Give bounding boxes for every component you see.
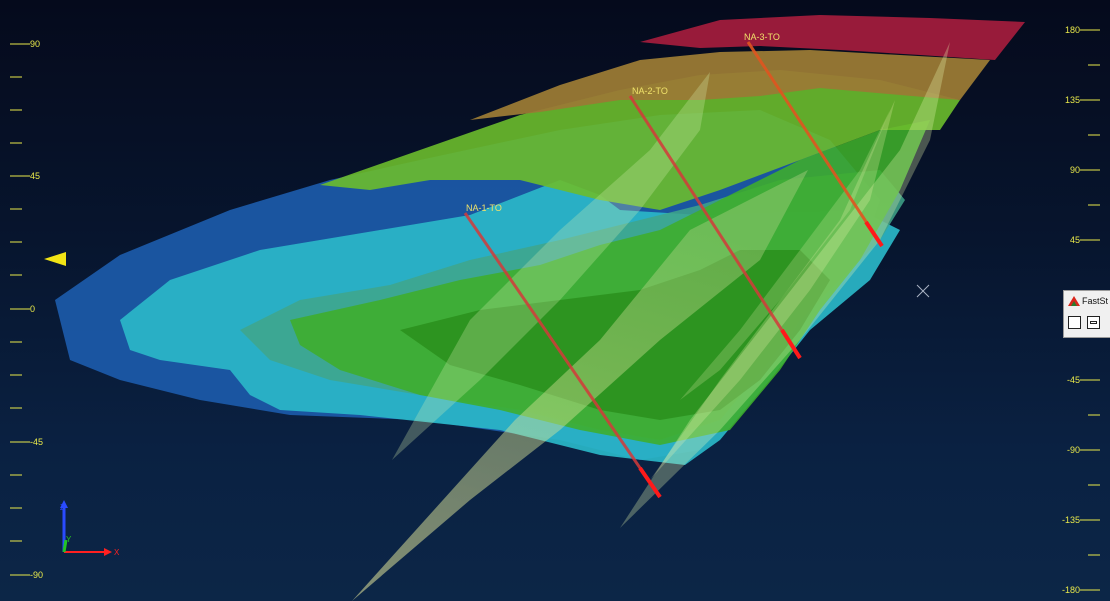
right-tick-label: -135 bbox=[1061, 515, 1080, 525]
window-icon[interactable] bbox=[1068, 316, 1081, 329]
fast-toolbar-title[interactable]: FastSt bbox=[1064, 291, 1110, 311]
drillhole-label-na-3: NA-3-TO bbox=[744, 32, 780, 42]
drillhole-na-3-trace bbox=[746, 41, 884, 247]
right-tick-label: 90 bbox=[1069, 165, 1080, 175]
right-tick-label: -90 bbox=[1066, 445, 1080, 455]
right-tick-label: 135 bbox=[1064, 95, 1080, 105]
drillhole-na-3-tip bbox=[864, 220, 884, 248]
drillhole-label-na-2: NA-2-TO bbox=[632, 86, 668, 96]
left-tick-label: 45 bbox=[30, 171, 41, 181]
band-yellowgreen bbox=[320, 70, 960, 210]
right-tick-label: -180 bbox=[1061, 585, 1080, 595]
x-axis-label: X bbox=[114, 548, 120, 557]
y-axis-label: Y bbox=[66, 535, 72, 544]
left-axis-scale bbox=[10, 43, 30, 576]
cursor-cross-icon bbox=[916, 284, 930, 298]
right-tick-label: 45 bbox=[1069, 235, 1080, 245]
drillhole-na-1-tip bbox=[638, 466, 662, 499]
z-axis-label: Z bbox=[60, 503, 65, 512]
drillhole-label-na-1: NA-1-TO bbox=[466, 203, 502, 213]
restore-icon[interactable] bbox=[1087, 316, 1100, 329]
band-top bbox=[640, 15, 1025, 60]
fault-planes bbox=[352, 42, 950, 601]
elevation-marker-icon[interactable] bbox=[44, 252, 66, 266]
right-axis-scale bbox=[1080, 29, 1100, 591]
fault-plane-1 bbox=[352, 170, 808, 601]
drillholes[interactable]: NA-1-TO NA-2-TO NA-3-TO bbox=[463, 32, 884, 499]
y-axis-line bbox=[62, 539, 68, 553]
fault-plane-2 bbox=[392, 72, 710, 460]
drillhole-na-1-trace bbox=[463, 212, 662, 498]
fault-plane-3 bbox=[620, 42, 950, 528]
left-tick-label: 90 bbox=[30, 39, 41, 49]
fast-toolbar-panel[interactable]: FastSt bbox=[1063, 290, 1110, 338]
fast-toolbar-buttons bbox=[1068, 316, 1100, 329]
faststone-logo-icon bbox=[1068, 296, 1080, 306]
left-tick-label: 0 bbox=[30, 304, 36, 314]
drillhole-na-2-tip bbox=[780, 328, 802, 360]
left-tick-label: -45 bbox=[30, 437, 44, 447]
fast-toolbar-title-text: FastSt bbox=[1082, 296, 1109, 306]
drillhole-na-2-trace bbox=[628, 95, 802, 359]
axis-triad: Z Y X bbox=[60, 500, 120, 557]
left-tick-label: -90 bbox=[30, 570, 44, 580]
right-tick-label: 180 bbox=[1064, 25, 1080, 35]
right-tick-label: -45 bbox=[1066, 375, 1080, 385]
band-orange bbox=[470, 50, 990, 120]
